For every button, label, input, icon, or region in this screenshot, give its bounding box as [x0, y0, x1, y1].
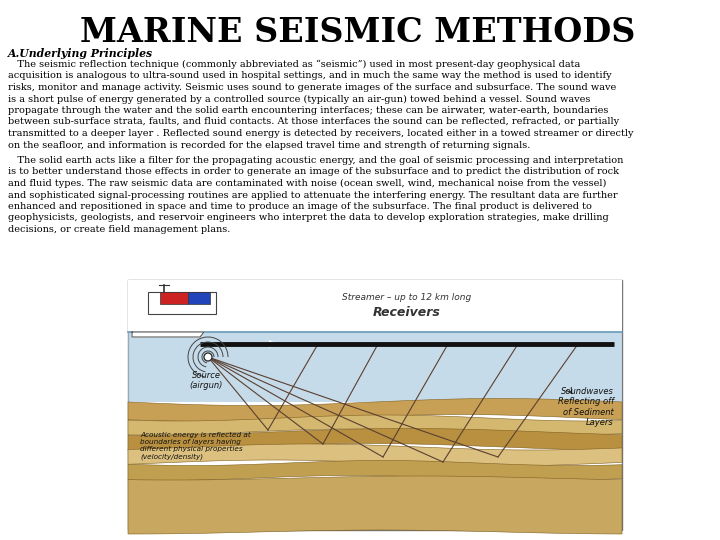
- Bar: [128, 280, 622, 332]
- Bar: [128, 332, 622, 402]
- Text: A.Underlying Principles: A.Underlying Principles: [8, 48, 153, 59]
- Polygon shape: [128, 444, 622, 466]
- Polygon shape: [128, 399, 622, 422]
- Text: and fluid types. The raw seismic data are contaminated with noise (ocean swell, : and fluid types. The raw seismic data ar…: [8, 179, 606, 188]
- Text: is to better understand those effects in order to generate an image of the subsu: is to better understand those effects in…: [8, 167, 619, 177]
- Text: enhanced and repositioned in space and time to produce an image of the subsurfac: enhanced and repositioned in space and t…: [8, 202, 592, 211]
- Text: between sub-surface strata, faults, and fluid contacts. At those interfaces the : between sub-surface strata, faults, and …: [8, 118, 619, 126]
- Bar: [160, 292, 188, 304]
- Text: is a short pulse of energy generated by a controlled source (typically an air-gu: is a short pulse of energy generated by …: [8, 94, 590, 104]
- Polygon shape: [128, 429, 622, 450]
- Text: and sophisticated signal-processing routines are applied to attenuate the interf: and sophisticated signal-processing rout…: [8, 191, 618, 199]
- Text: on the seafloor, and information is recorded for the elapsed travel time and str: on the seafloor, and information is reco…: [8, 140, 531, 150]
- Polygon shape: [128, 415, 622, 435]
- Polygon shape: [132, 332, 204, 337]
- Text: Acoustic energy is reflected at
boundaries of layers having
different physical p: Acoustic energy is reflected at boundari…: [140, 432, 251, 460]
- Polygon shape: [128, 476, 622, 534]
- Text: Soundwaves
Reflecting off
of Sediment
Layers: Soundwaves Reflecting off of Sediment La…: [558, 387, 614, 427]
- Text: MARINE SEISMIC METHODS: MARINE SEISMIC METHODS: [81, 16, 636, 49]
- Bar: [128, 280, 622, 530]
- Text: risks, monitor and manage activity. Seismic uses sound to generate images of the: risks, monitor and manage activity. Seis…: [8, 83, 616, 92]
- Text: Streamer – up to 12 km long: Streamer – up to 12 km long: [343, 294, 472, 302]
- Bar: [148, 292, 216, 314]
- Text: transmitted to a deeper layer . Reflected sound energy is detected by receivers,: transmitted to a deeper layer . Reflecte…: [8, 129, 634, 138]
- Text: Source
(airgun): Source (airgun): [189, 371, 222, 390]
- Text: acquisition is analogous to ultra-sound used in hospital settings, and in much t: acquisition is analogous to ultra-sound …: [8, 71, 611, 80]
- Text: The solid earth acts like a filter for the propagating acoustic energy, and the : The solid earth acts like a filter for t…: [8, 156, 624, 165]
- Text: Receivers: Receivers: [373, 306, 441, 319]
- Text: decisions, or create field management plans.: decisions, or create field management pl…: [8, 225, 230, 234]
- Polygon shape: [128, 461, 622, 481]
- Text: geophysicists, geologists, and reservoir engineers who interpret the data to dev: geophysicists, geologists, and reservoir…: [8, 213, 608, 222]
- Text: propagate through the water and the solid earth encountering interfaces; these c: propagate through the water and the soli…: [8, 106, 608, 115]
- Circle shape: [204, 353, 212, 361]
- Bar: [188, 292, 210, 304]
- Text: The seismic reflection technique (commonly abbreviated as “seismic”) used in mos: The seismic reflection technique (common…: [8, 60, 580, 69]
